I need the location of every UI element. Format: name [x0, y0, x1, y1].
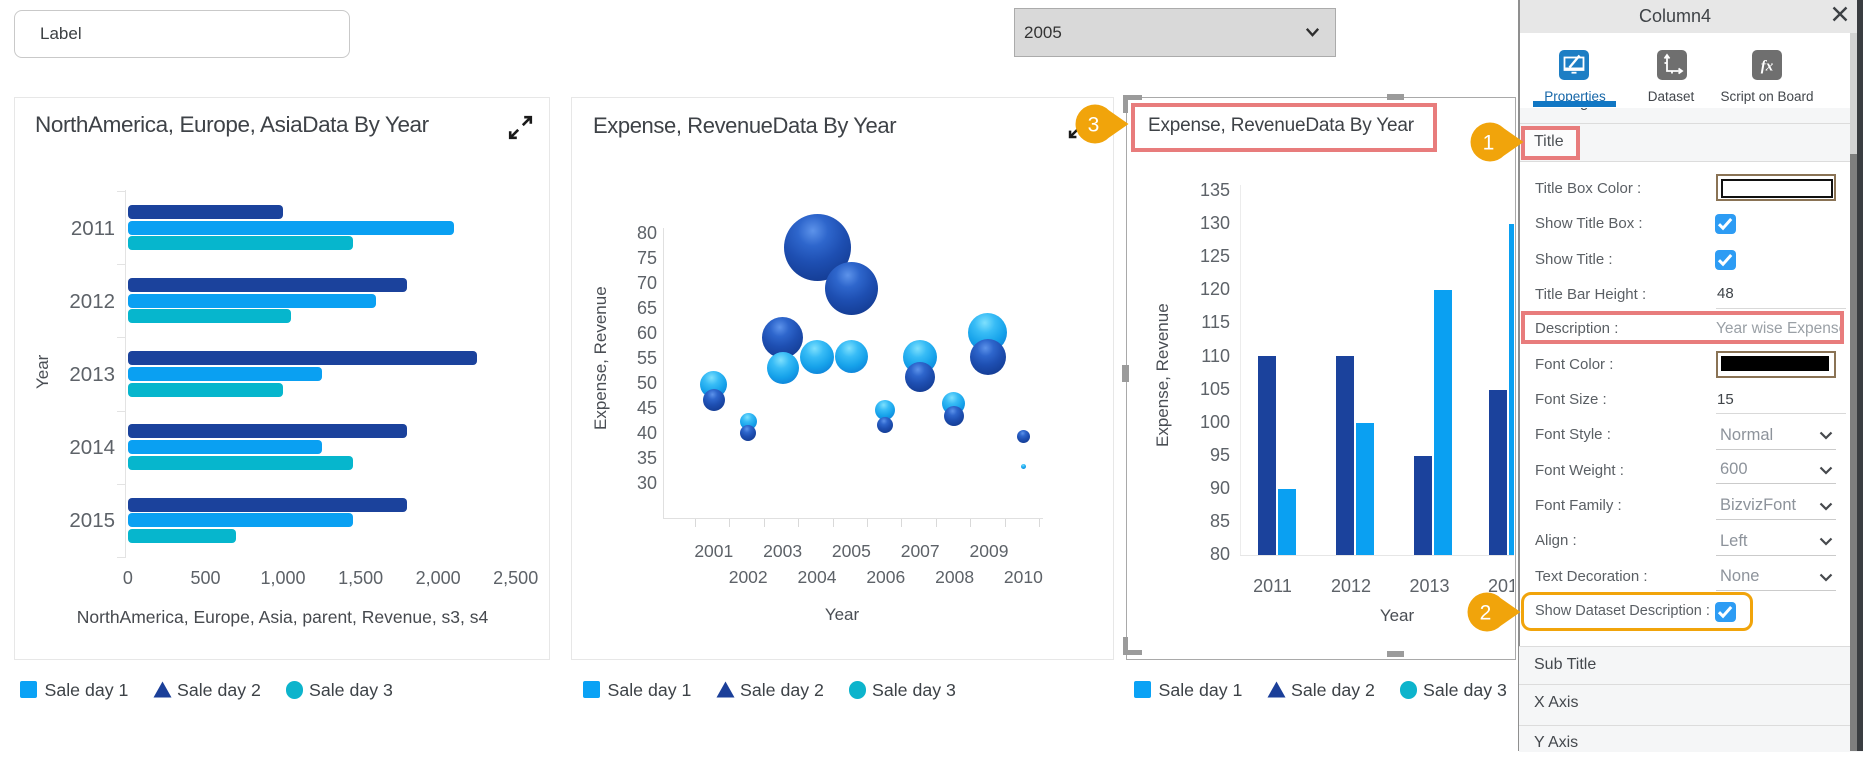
- svg-text:3: 3: [1088, 114, 1100, 137]
- svg-text:2: 2: [1480, 602, 1492, 625]
- svg-text:fx: fx: [1761, 59, 1774, 75]
- svg-text:1: 1: [1483, 132, 1495, 155]
